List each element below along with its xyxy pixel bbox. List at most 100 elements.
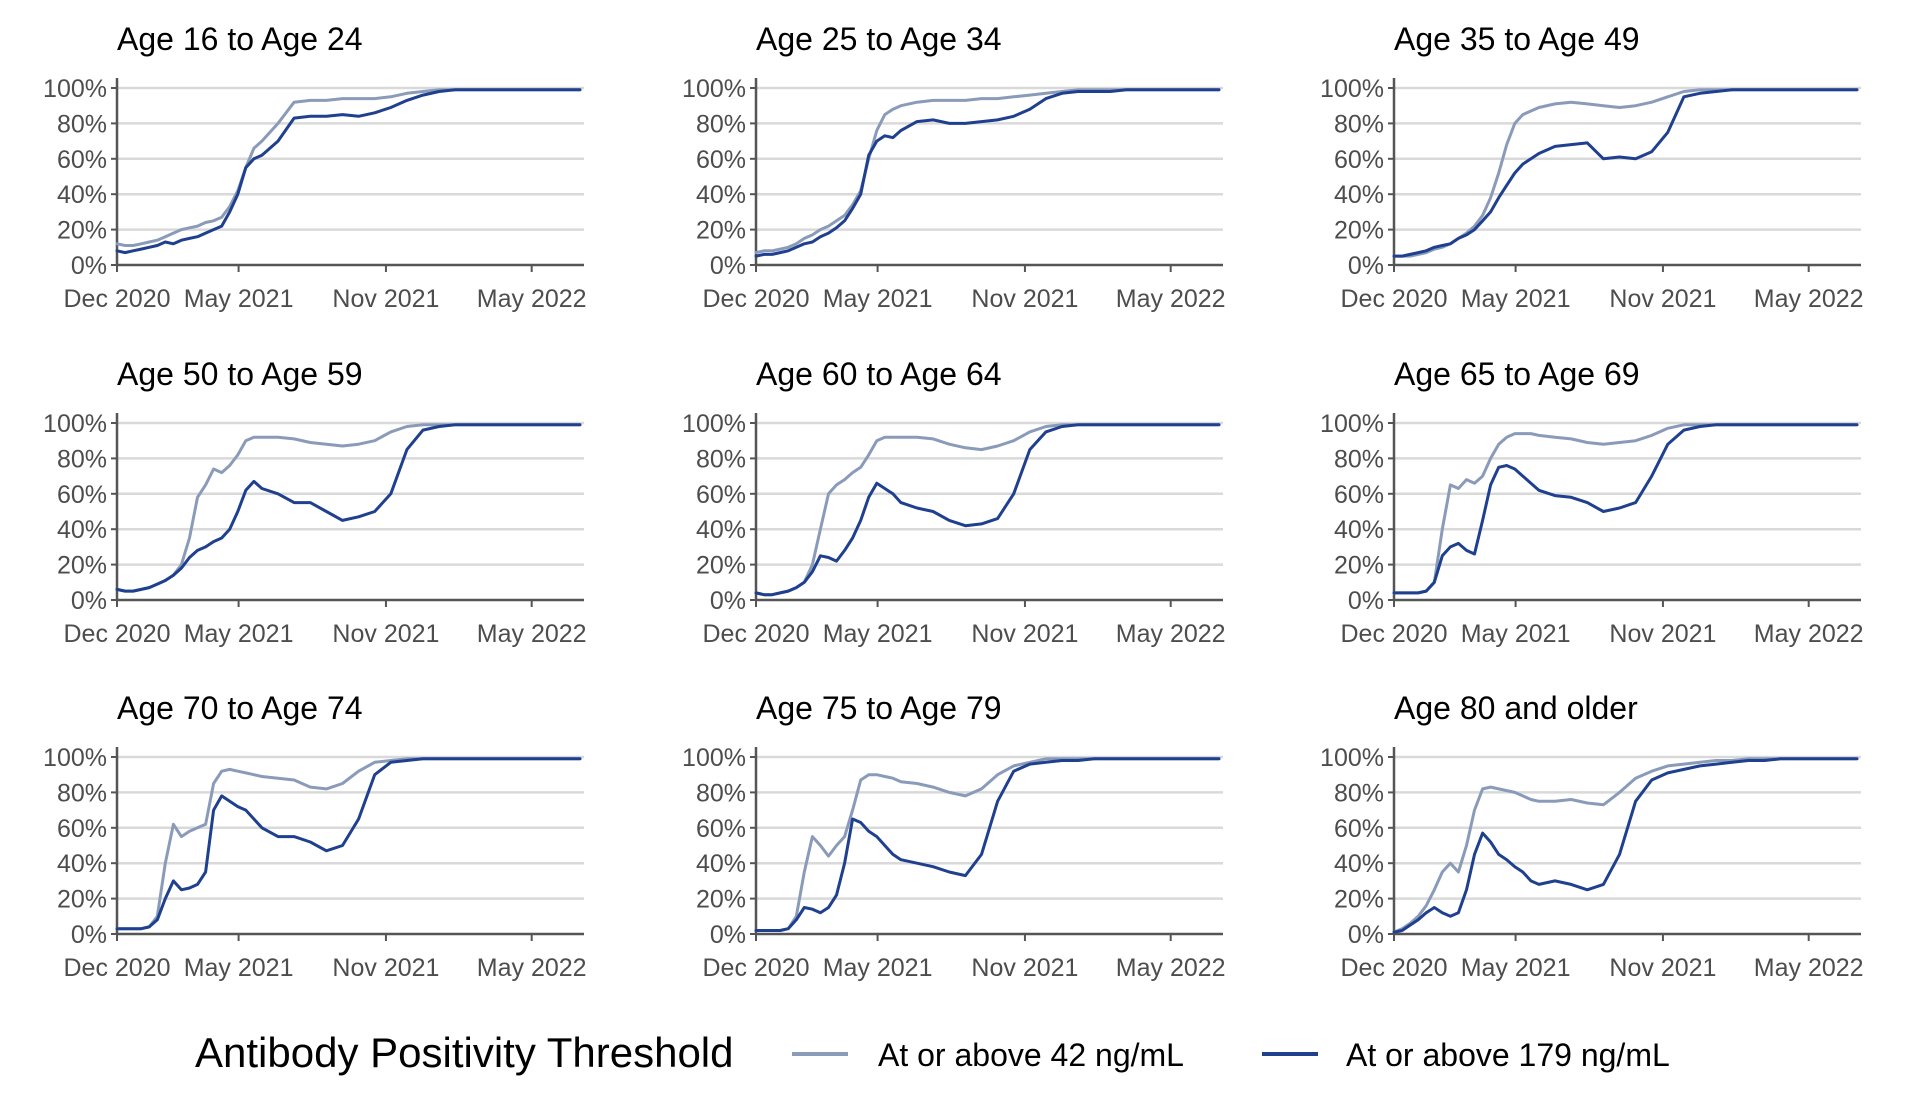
series-line-42: [115, 757, 582, 931]
series-line-42: [754, 423, 1221, 597]
y-tick-label: 100%: [1320, 744, 1384, 772]
x-tick-label: May 2021: [184, 620, 294, 648]
x-tick-label: Nov 2021: [1609, 954, 1716, 982]
x-tick-label: May 2021: [184, 954, 294, 982]
series-line-179: [754, 757, 1221, 932]
y-tick-label: 60%: [696, 146, 746, 174]
series-line-179: [1392, 88, 1859, 258]
y-tick-label: 100%: [682, 410, 746, 438]
x-tick-label: Nov 2021: [971, 620, 1078, 648]
panel-title: Age 80 and older: [1394, 690, 1638, 726]
x-tick-label: May 2022: [477, 620, 587, 648]
x-tick-label: Nov 2021: [1609, 620, 1716, 648]
panel-title: Age 25 to Age 34: [756, 21, 1002, 57]
y-tick-label: 0%: [710, 587, 746, 615]
y-tick-label: 0%: [71, 252, 107, 280]
x-tick-label: Dec 2020: [702, 954, 809, 982]
panel-4: Age 50 to Age 59 0% 20% 40% 60% 80% 100% Dec 20…: [43, 356, 587, 648]
x-tick-label: Dec 2020: [63, 620, 170, 648]
series-line-42: [115, 88, 582, 247]
panel-3: Age 35 to Age 49 0% 20% 40% 60% 80% 100% Dec 20…: [1320, 21, 1864, 313]
y-tick-label: 40%: [1334, 181, 1384, 209]
y-tick-label: 20%: [696, 552, 746, 580]
x-tick-label: May 2021: [823, 285, 933, 313]
panel-1: Age 16 to Age 24 0% 20% 40% 60% 80% 100% Dec 20…: [43, 21, 587, 313]
panel-title: Age 60 to Age 64: [756, 356, 1002, 392]
x-tick-label: Dec 2020: [63, 954, 170, 982]
y-tick-label: 100%: [43, 744, 107, 772]
y-tick-label: 0%: [1348, 587, 1384, 615]
x-tick-label: Dec 2020: [702, 620, 809, 648]
x-tick-label: Dec 2020: [63, 285, 170, 313]
series-line-42: [115, 423, 582, 593]
y-tick-label: 80%: [57, 110, 107, 138]
x-tick-label: May 2022: [477, 285, 587, 313]
series-line-179: [1392, 757, 1859, 934]
panel-title: Age 65 to Age 69: [1394, 356, 1640, 392]
y-tick-label: 100%: [43, 410, 107, 438]
y-tick-label: 80%: [57, 445, 107, 473]
series-line-42: [1392, 88, 1859, 258]
x-tick-label: May 2021: [1461, 285, 1571, 313]
y-tick-label: 100%: [682, 75, 746, 103]
panel-title: Age 35 to Age 49: [1394, 21, 1640, 57]
x-tick-label: Nov 2021: [971, 285, 1078, 313]
y-tick-label: 100%: [682, 744, 746, 772]
legend-title: Antibody Positivity Threshold: [195, 1029, 734, 1076]
y-tick-label: 0%: [1348, 252, 1384, 280]
y-tick-label: 20%: [696, 217, 746, 245]
y-tick-label: 80%: [1334, 110, 1384, 138]
x-tick-label: May 2021: [1461, 954, 1571, 982]
panel-9: Age 80 and older 0% 20% 40% 60% 80% 100% Dec 20…: [1320, 690, 1864, 982]
y-tick-label: 40%: [696, 181, 746, 209]
panel-8: Age 75 to Age 79 0% 20% 40% 60% 80% 100% Dec 20…: [682, 690, 1226, 982]
x-tick-label: May 2022: [1754, 954, 1864, 982]
x-tick-label: May 2021: [1461, 620, 1571, 648]
y-tick-label: 40%: [57, 181, 107, 209]
panel-title: Age 70 to Age 74: [117, 690, 363, 726]
x-tick-label: May 2021: [184, 285, 294, 313]
y-tick-label: 60%: [696, 815, 746, 843]
series-line-179: [115, 757, 582, 931]
y-tick-label: 20%: [57, 217, 107, 245]
y-tick-label: 40%: [57, 516, 107, 544]
y-tick-label: 80%: [1334, 779, 1384, 807]
y-tick-label: 80%: [696, 779, 746, 807]
panel-title: Age 16 to Age 24: [117, 21, 363, 57]
series-line-42: [754, 757, 1221, 932]
y-tick-label: 40%: [1334, 850, 1384, 878]
y-tick-label: 60%: [57, 146, 107, 174]
x-tick-label: Dec 2020: [1340, 954, 1447, 982]
y-tick-label: 20%: [696, 886, 746, 914]
y-tick-label: 80%: [57, 779, 107, 807]
legend-label-179: At or above 179 ng/mL: [1346, 1037, 1670, 1073]
panel-7: Age 70 to Age 74 0% 20% 40% 60% 80% 100% Dec 20…: [43, 690, 587, 982]
y-tick-label: 40%: [57, 850, 107, 878]
series-line-179: [115, 423, 582, 593]
y-tick-label: 0%: [710, 252, 746, 280]
y-tick-label: 60%: [1334, 815, 1384, 843]
y-tick-label: 80%: [696, 110, 746, 138]
y-tick-label: 60%: [57, 815, 107, 843]
y-tick-label: 100%: [43, 75, 107, 103]
x-tick-label: Nov 2021: [332, 620, 439, 648]
x-tick-label: Dec 2020: [1340, 620, 1447, 648]
x-tick-label: May 2022: [1754, 620, 1864, 648]
y-tick-label: 40%: [696, 850, 746, 878]
x-tick-label: Nov 2021: [332, 285, 439, 313]
y-tick-label: 0%: [1348, 921, 1384, 949]
panel-title: Age 75 to Age 79: [756, 690, 1002, 726]
x-tick-label: May 2022: [1754, 285, 1864, 313]
x-tick-label: Dec 2020: [702, 285, 809, 313]
series-line-179: [1392, 423, 1859, 595]
panel-6: Age 65 to Age 69 0% 20% 40% 60% 80% 100% Dec 20…: [1320, 356, 1864, 648]
y-tick-label: 60%: [1334, 146, 1384, 174]
panel-title: Age 50 to Age 59: [117, 356, 363, 392]
x-tick-label: May 2022: [1116, 620, 1226, 648]
x-tick-label: May 2021: [823, 620, 933, 648]
y-tick-label: 100%: [1320, 75, 1384, 103]
y-tick-label: 20%: [1334, 217, 1384, 245]
y-tick-label: 100%: [1320, 410, 1384, 438]
series-line-42: [1392, 757, 1859, 934]
